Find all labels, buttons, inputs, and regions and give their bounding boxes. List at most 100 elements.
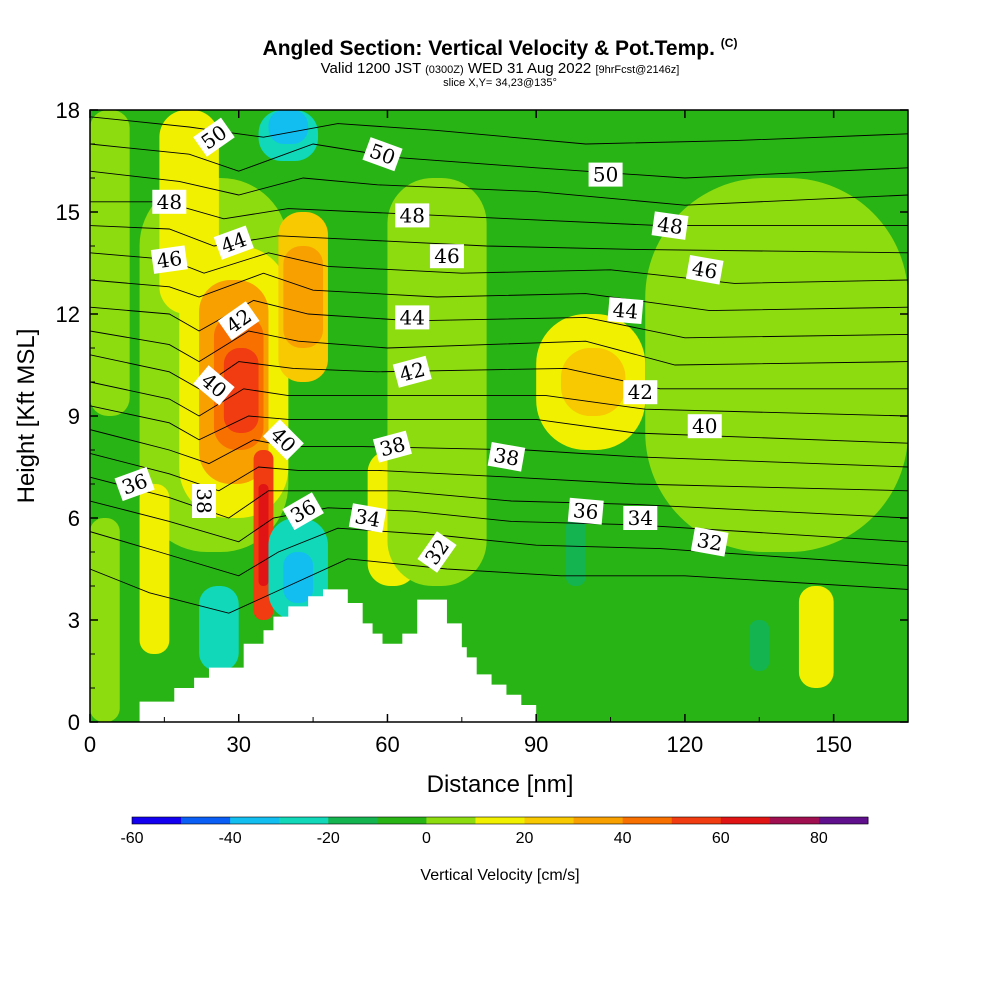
y-tick-label: 15: [56, 200, 80, 225]
colorbar-label: Vertical Velocity [cm/s]: [420, 867, 579, 884]
colorbar-tick-label: -20: [317, 830, 340, 847]
velocity-field: [90, 110, 908, 722]
theta-label-box: [262, 419, 304, 461]
theta-line: [90, 558, 908, 614]
theta-label-box: [685, 255, 724, 285]
theta-label-text: 40: [692, 414, 717, 438]
theta-label-text: 46: [434, 244, 459, 268]
colorbar-segment: [377, 817, 427, 824]
x-tick-label: 60: [375, 732, 399, 757]
theta-label: 36: [114, 466, 155, 502]
theta-label-box: [623, 380, 658, 405]
theta-line: [90, 170, 908, 206]
theta-label-box: [150, 245, 188, 274]
theta-label-text: 48: [157, 190, 182, 214]
colorbar-segment: [671, 817, 722, 824]
theta-label: 32: [690, 527, 729, 557]
theta-line: [90, 452, 908, 492]
theta-label-text: 32: [695, 528, 724, 556]
x-tick-label: 90: [524, 732, 548, 757]
theta-label: 46: [150, 245, 188, 274]
colorbar-segment: [230, 817, 280, 824]
theta-line: [90, 381, 908, 417]
theta-label: 40: [687, 414, 722, 439]
theta-label-box: [392, 355, 432, 388]
colorbar-segment: [181, 817, 231, 824]
theta-label: 42: [392, 355, 432, 388]
theta-label-box: [651, 211, 689, 240]
theta-label-box: [217, 301, 260, 341]
theta-line: [90, 225, 908, 254]
colorbar: -60 -40 -20 0 20 40 60 80: [120, 816, 869, 847]
colorbar-tick-label: 80: [810, 830, 828, 847]
colorbar-segment: [769, 817, 820, 824]
colorbar-tick-label: 20: [516, 830, 534, 847]
theta-label-text: 38: [192, 488, 216, 513]
terrain-profile: [139, 589, 537, 722]
x-tick-label: 120: [667, 732, 704, 757]
colorbar-tick-label: 40: [614, 830, 632, 847]
theta-label-box: [487, 442, 526, 472]
theta-label-box: [193, 365, 235, 406]
theta-label-text: 44: [612, 298, 639, 324]
colorbar-segment: [132, 817, 182, 824]
theta-label: 44: [395, 305, 430, 330]
y-tick-label: 0: [68, 710, 80, 735]
theta-label-text: 44: [400, 305, 425, 329]
theta-label: 34: [623, 506, 658, 530]
velocity-cell: [139, 484, 170, 654]
theta-label-text: 42: [628, 380, 653, 404]
colorbar-segment: [818, 817, 869, 824]
theta-label-box: [395, 305, 430, 330]
velocity-cell: [283, 246, 324, 348]
velocity-cell: [749, 620, 770, 671]
theta-label: 38: [192, 484, 217, 518]
theta-label-box: [282, 492, 324, 531]
theta-label-text: 38: [492, 443, 521, 471]
colorbar-segment: [328, 817, 378, 824]
theta-label-text: 34: [353, 504, 382, 532]
theta-label: 48: [152, 189, 187, 214]
theta-line: [90, 143, 908, 179]
theta-line: [90, 272, 908, 312]
theta-label: 38: [487, 442, 526, 472]
theta-label-box: [429, 244, 464, 269]
theta-label-box: [348, 503, 387, 533]
theta-label-box: [690, 527, 729, 557]
theta-label-box: [623, 506, 658, 530]
velocity-cell: [258, 484, 269, 586]
theta-label: 48: [651, 211, 689, 240]
x-tick-label: 150: [815, 732, 852, 757]
theta-label: 46: [429, 244, 464, 269]
theta-line: [90, 405, 908, 444]
theta-label: 50: [588, 162, 623, 187]
y-tick-label: 18: [56, 98, 80, 123]
theta-label-text: 34: [628, 506, 653, 530]
colorbar-tick-label: 60: [712, 830, 730, 847]
theta-label-box: [372, 430, 412, 463]
colorbar-tick-label: -60: [120, 830, 143, 847]
theta-label: 44: [607, 297, 644, 325]
y-tick-label: 6: [68, 506, 80, 531]
x-axis-label: Distance [nm]: [427, 771, 574, 798]
velocity-cell: [283, 552, 314, 603]
theta-label: 48: [395, 203, 430, 228]
y-tick-label: 9: [68, 404, 80, 429]
colorbar-frame: [131, 816, 869, 825]
theta-label-text: 46: [690, 256, 719, 284]
theta-label: 38: [372, 430, 412, 463]
theta-line: [90, 527, 908, 577]
colorbar-segment: [426, 817, 476, 824]
colorbar-segment: [573, 817, 624, 824]
theta-label-box: [192, 484, 217, 518]
colorbar-segment: [279, 817, 329, 824]
colorbar-tick-label: 0: [422, 830, 431, 847]
colorbar-tick-label: -40: [219, 830, 242, 847]
theta-label-text: 48: [400, 203, 425, 227]
velocity-cell: [268, 110, 309, 144]
theta-line: [90, 116, 908, 145]
theta-label-box: [588, 162, 623, 187]
velocity-cell: [560, 348, 626, 416]
